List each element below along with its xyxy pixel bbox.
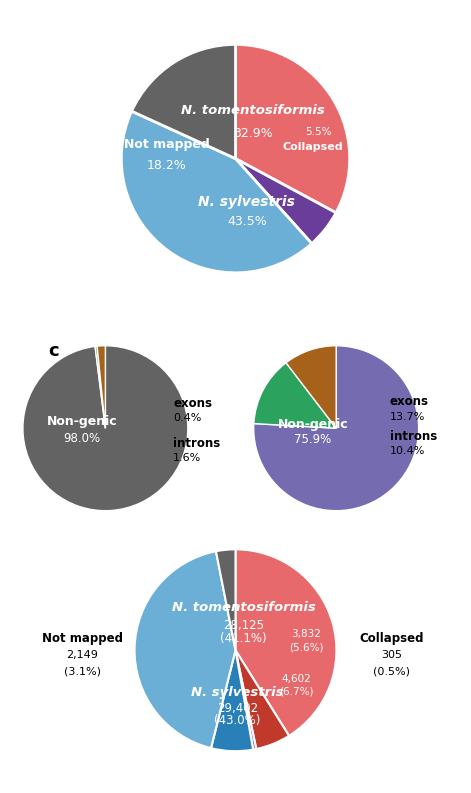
- Text: 305: 305: [382, 650, 402, 661]
- Wedge shape: [23, 346, 188, 511]
- Text: 75.9%: 75.9%: [294, 433, 332, 446]
- Wedge shape: [131, 44, 236, 159]
- Text: Collapsed: Collapsed: [360, 632, 424, 645]
- Wedge shape: [236, 44, 349, 213]
- Wedge shape: [135, 551, 236, 748]
- Text: 43.5%: 43.5%: [227, 215, 267, 228]
- Wedge shape: [254, 346, 419, 511]
- Text: (41.1%): (41.1%): [220, 632, 267, 645]
- Text: 5.5%: 5.5%: [306, 128, 332, 137]
- Text: 2,149: 2,149: [66, 650, 98, 661]
- Text: N. tomentosiformis: N. tomentosiformis: [172, 601, 316, 615]
- Text: (5.6%): (5.6%): [289, 642, 324, 652]
- Wedge shape: [236, 650, 256, 749]
- Text: 29,402: 29,402: [217, 703, 258, 715]
- Text: 18.2%: 18.2%: [147, 159, 187, 172]
- Text: Non-genic: Non-genic: [47, 415, 118, 428]
- Text: N. sylvestris: N. sylvestris: [198, 195, 295, 209]
- Text: 1.6%: 1.6%: [173, 453, 201, 463]
- Text: (43.0%): (43.0%): [214, 714, 261, 727]
- Wedge shape: [236, 550, 336, 736]
- Text: 98.0%: 98.0%: [64, 431, 101, 445]
- Text: c: c: [48, 342, 58, 359]
- Wedge shape: [122, 111, 312, 273]
- Text: exons: exons: [173, 397, 212, 410]
- Wedge shape: [211, 650, 253, 751]
- Text: 32.9%: 32.9%: [233, 127, 272, 140]
- Text: Collapsed: Collapsed: [283, 142, 343, 152]
- Text: (6.7%): (6.7%): [279, 687, 313, 696]
- Wedge shape: [97, 346, 106, 428]
- Wedge shape: [286, 346, 336, 428]
- Text: N. tomentosiformis: N. tomentosiformis: [181, 104, 325, 117]
- Text: Not mapped: Not mapped: [124, 139, 210, 151]
- Text: (3.1%): (3.1%): [64, 666, 101, 676]
- Text: 28,125: 28,125: [223, 619, 264, 631]
- Text: 0.4%: 0.4%: [173, 413, 202, 423]
- Text: 10.4%: 10.4%: [390, 446, 425, 456]
- Text: 13.7%: 13.7%: [390, 412, 425, 422]
- Text: Non-genic: Non-genic: [278, 418, 349, 431]
- Wedge shape: [216, 550, 236, 650]
- Wedge shape: [236, 159, 336, 243]
- Text: 3,832: 3,832: [291, 629, 321, 639]
- Wedge shape: [254, 362, 336, 428]
- Text: (0.5%): (0.5%): [374, 666, 410, 676]
- Text: exons: exons: [390, 396, 429, 408]
- Text: Not mapped: Not mapped: [41, 632, 122, 645]
- Text: N. sylvestris: N. sylvestris: [191, 686, 284, 699]
- Wedge shape: [236, 650, 289, 749]
- Text: introns: introns: [390, 430, 437, 443]
- Text: introns: introns: [173, 437, 220, 450]
- Wedge shape: [95, 347, 106, 428]
- Text: 4,602: 4,602: [281, 673, 311, 684]
